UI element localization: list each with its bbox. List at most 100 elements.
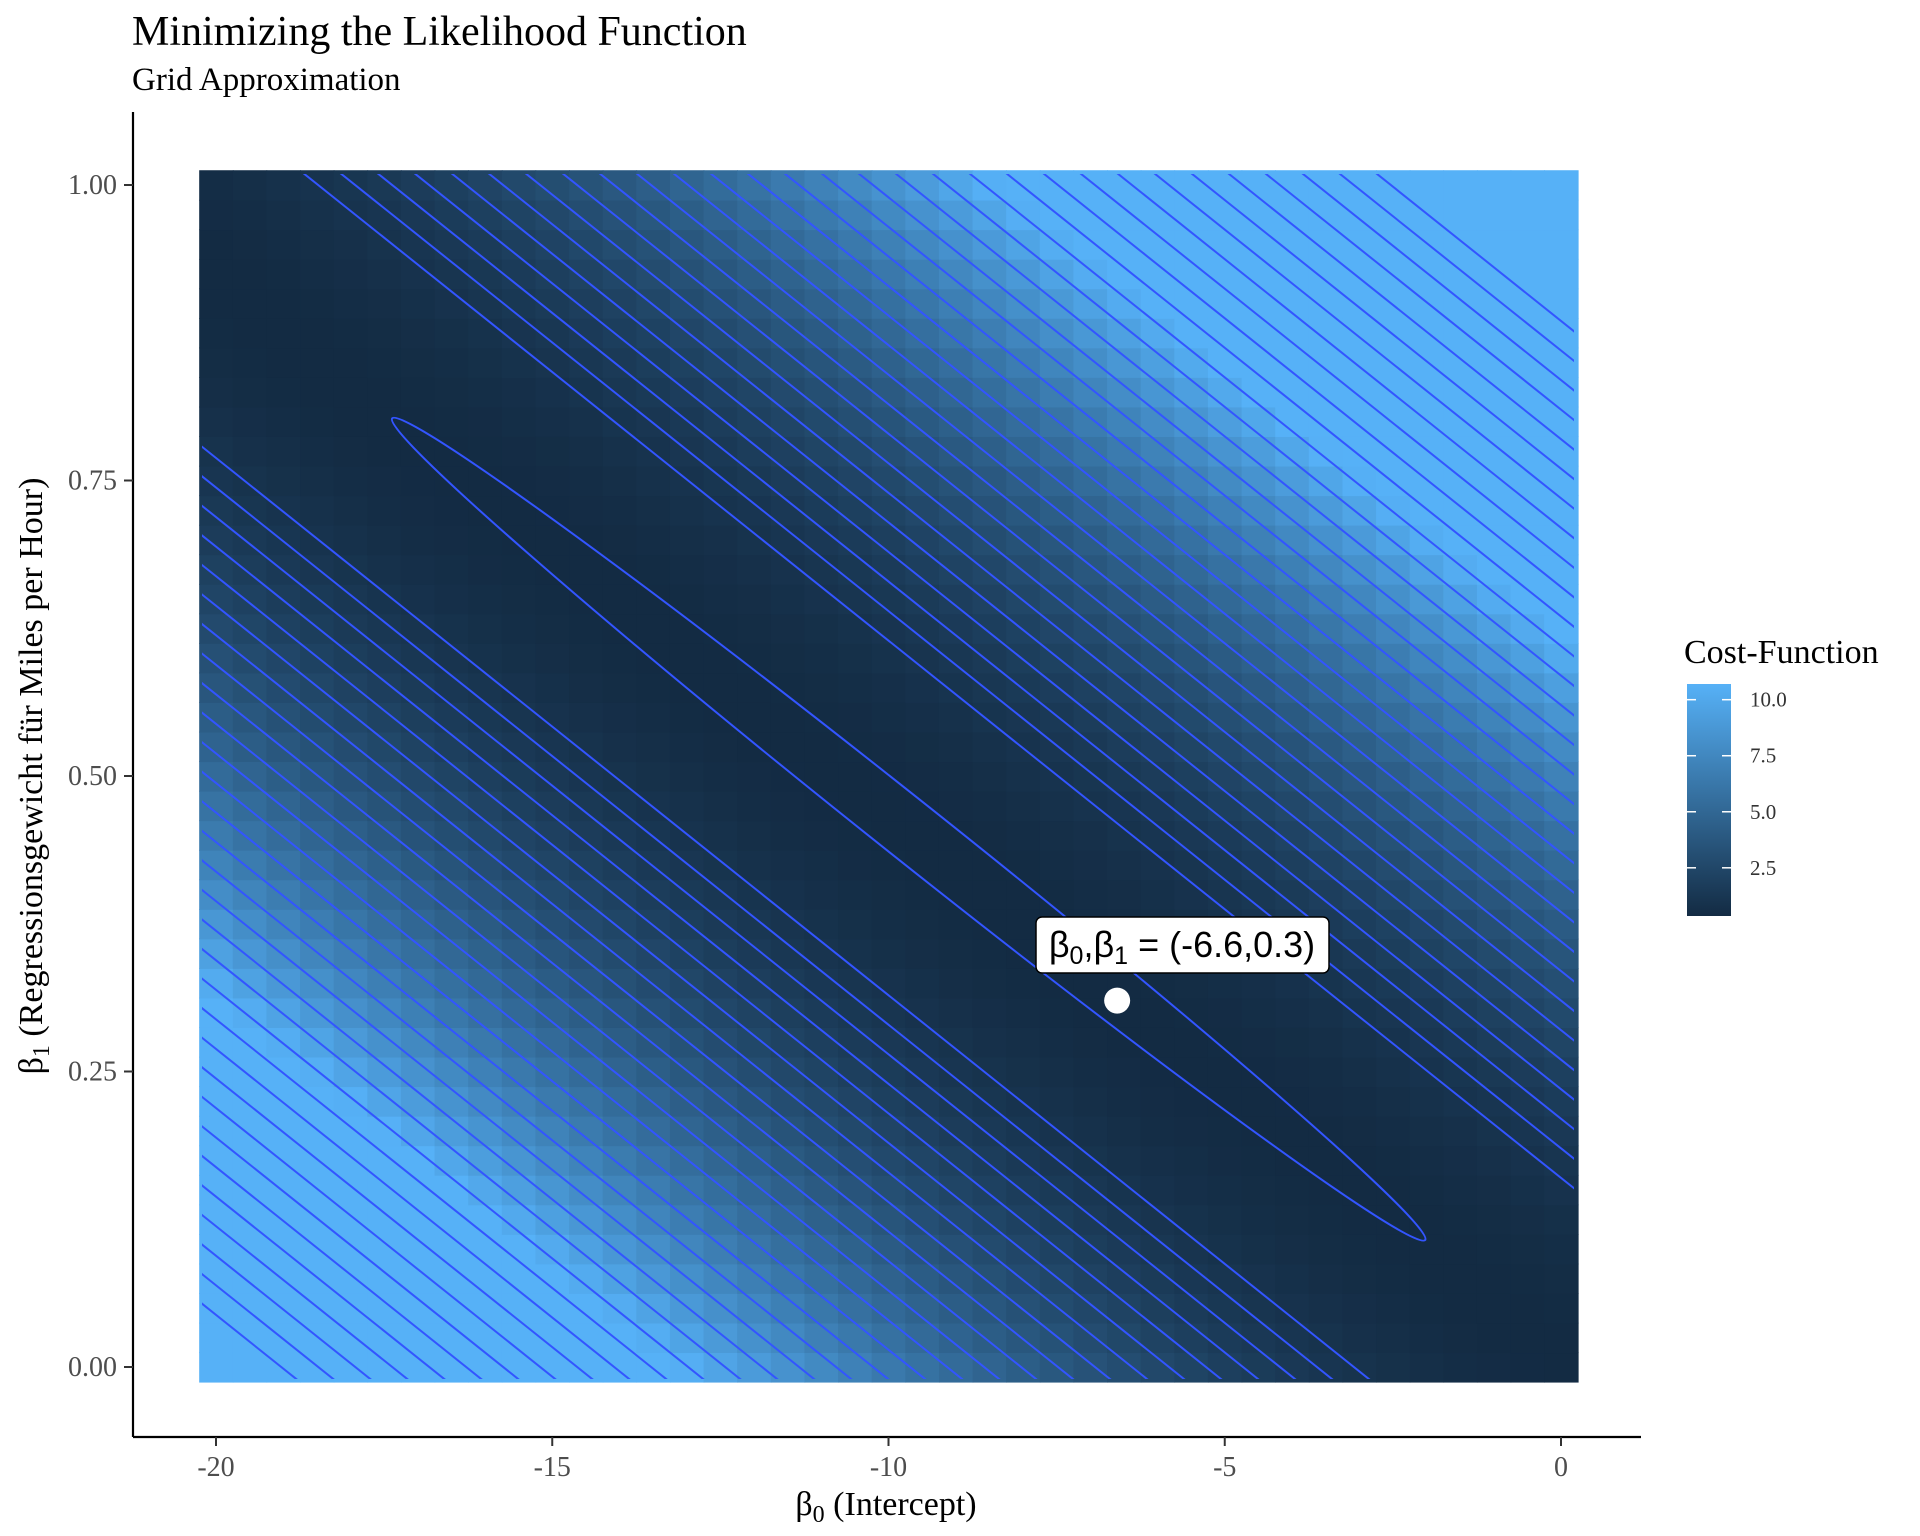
heatmap-tile bbox=[669, 643, 705, 674]
heatmap-tile bbox=[1476, 170, 1512, 201]
heatmap-tile bbox=[1510, 1204, 1545, 1235]
heatmap-tile bbox=[501, 347, 537, 378]
heatmap-tile bbox=[367, 820, 402, 851]
heatmap-tile bbox=[1241, 554, 1276, 585]
heatmap-tile bbox=[1174, 1145, 1209, 1176]
heatmap-tile bbox=[199, 554, 234, 585]
heatmap-tile bbox=[737, 1115, 772, 1147]
heatmap-tile bbox=[1207, 524, 1243, 556]
heatmap-tile bbox=[737, 790, 772, 822]
heatmap-tile bbox=[838, 1027, 873, 1058]
heatmap-tile bbox=[871, 1293, 907, 1324]
heatmap-tile bbox=[1174, 997, 1209, 1028]
heatmap-tile bbox=[367, 347, 402, 378]
heatmap-tile bbox=[468, 258, 503, 290]
heatmap-tile bbox=[1207, 347, 1243, 378]
heatmap-tile bbox=[1342, 1086, 1377, 1117]
heatmap-tile bbox=[669, 554, 705, 585]
heatmap-tile bbox=[501, 406, 537, 437]
heatmap-tile bbox=[972, 702, 1007, 733]
heatmap-tile bbox=[804, 495, 839, 526]
heatmap-tile bbox=[1073, 170, 1108, 201]
heatmap-tile bbox=[501, 938, 537, 969]
heatmap-tile bbox=[938, 1027, 974, 1058]
heatmap-tile bbox=[400, 524, 436, 556]
heatmap-tile bbox=[972, 288, 1007, 319]
contour-line bbox=[968, 174, 1574, 658]
heatmap-tile bbox=[1207, 170, 1243, 201]
legend-tick-label: 10.0 bbox=[1750, 688, 1787, 712]
heatmap-tile bbox=[333, 1115, 369, 1147]
heatmap-tile bbox=[938, 288, 974, 319]
heatmap-tile bbox=[1510, 1174, 1545, 1206]
heatmap-tile bbox=[1342, 406, 1377, 437]
heatmap-tile bbox=[1073, 347, 1108, 378]
heatmap-tile bbox=[972, 1145, 1007, 1176]
heatmap-tile bbox=[972, 524, 1007, 556]
heatmap-tile bbox=[333, 258, 369, 290]
heatmap-tile bbox=[972, 731, 1007, 763]
heatmap-tile bbox=[501, 1293, 537, 1324]
heatmap-tile bbox=[367, 879, 402, 910]
heatmap-tile bbox=[838, 1234, 873, 1265]
heatmap-tile bbox=[669, 731, 705, 763]
heatmap-tile bbox=[333, 820, 369, 851]
heatmap-tile bbox=[703, 495, 738, 526]
heatmap-tile bbox=[1174, 258, 1209, 290]
x-axis-ticks: -20 -15 -10 -5 0 bbox=[197, 1437, 1568, 1483]
heatmap-tile bbox=[400, 465, 436, 497]
heatmap-tile bbox=[938, 554, 974, 585]
heatmap-tile bbox=[1241, 1352, 1276, 1383]
heatmap-tile bbox=[770, 731, 806, 763]
heatmap-tile bbox=[199, 613, 234, 644]
heatmap-tile bbox=[1241, 820, 1276, 851]
contour-line bbox=[202, 1006, 668, 1379]
heatmap-tile bbox=[266, 465, 301, 497]
heatmap-tile bbox=[434, 524, 469, 556]
heatmap-tile bbox=[602, 938, 638, 969]
heatmap-tile bbox=[737, 495, 772, 526]
heatmap-tile bbox=[1241, 229, 1276, 260]
heatmap-tile bbox=[333, 288, 369, 319]
heatmap-tile bbox=[1476, 1145, 1512, 1176]
heatmap-tile bbox=[905, 938, 940, 969]
heatmap-tile bbox=[333, 199, 369, 231]
heatmap-tile bbox=[569, 465, 604, 497]
heatmap-tile bbox=[669, 524, 705, 556]
heatmap-tile bbox=[938, 997, 974, 1028]
heatmap-tile bbox=[1476, 643, 1512, 674]
heatmap-tile bbox=[232, 613, 268, 644]
heatmap-tile bbox=[468, 731, 503, 763]
heatmap-tile bbox=[1443, 702, 1478, 733]
heatmap-tile bbox=[1039, 997, 1075, 1028]
heatmap-tile bbox=[703, 731, 738, 763]
heatmap-tile bbox=[367, 436, 402, 467]
heatmap-tile bbox=[1107, 258, 1142, 290]
heatmap-tile bbox=[232, 1322, 268, 1354]
heatmap-tile bbox=[1073, 1322, 1108, 1354]
heatmap-tile bbox=[468, 820, 503, 851]
heatmap-tile bbox=[972, 672, 1007, 703]
heatmap-tile bbox=[367, 790, 402, 822]
heatmap-tile bbox=[1073, 702, 1108, 733]
heatmap-tile bbox=[737, 761, 772, 792]
y-tick-label: 0.75 bbox=[68, 466, 117, 497]
heatmap-tile bbox=[737, 1056, 772, 1088]
heatmap-tile bbox=[1107, 613, 1142, 644]
heatmap-tile bbox=[1544, 1352, 1579, 1383]
heatmap-tile bbox=[972, 1352, 1007, 1383]
heatmap-tile bbox=[199, 761, 234, 792]
heatmap-tile bbox=[1308, 377, 1344, 408]
heatmap-tile bbox=[1241, 1027, 1276, 1058]
heatmap-tile bbox=[972, 229, 1007, 260]
heatmap-tile bbox=[703, 554, 738, 585]
heatmap-tile bbox=[1342, 1263, 1377, 1294]
heatmap-tile bbox=[434, 1174, 469, 1206]
heatmap-tile bbox=[972, 1027, 1007, 1058]
legend: Cost-Function 2.5 5.0 7.5 10.0 bbox=[1684, 634, 1879, 916]
heatmap-tile bbox=[1140, 1027, 1176, 1058]
heatmap-tile bbox=[1476, 938, 1512, 969]
heatmap-tile bbox=[804, 288, 839, 319]
heatmap-tile bbox=[434, 347, 469, 378]
heatmap-tile bbox=[938, 731, 974, 763]
